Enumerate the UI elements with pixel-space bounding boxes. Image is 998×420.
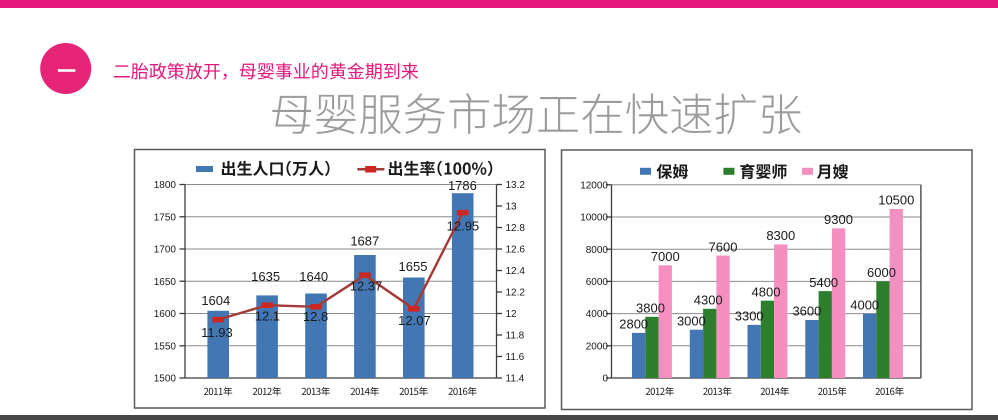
svg-text:1786: 1786 <box>448 178 477 193</box>
svg-text:4800: 4800 <box>752 284 781 299</box>
svg-text:12.07: 12.07 <box>398 313 431 328</box>
svg-text:5400: 5400 <box>809 275 838 290</box>
svg-text:7600: 7600 <box>709 239 738 254</box>
svg-text:7000: 7000 <box>651 249 680 264</box>
svg-text:13.2: 13.2 <box>506 180 526 191</box>
svg-text:1650: 1650 <box>154 277 177 288</box>
svg-text:6000: 6000 <box>867 265 896 280</box>
svg-text:0: 0 <box>602 374 608 385</box>
svg-text:12.95: 12.95 <box>447 219 480 234</box>
svg-text:10000: 10000 <box>580 213 608 224</box>
svg-text:13: 13 <box>506 202 518 213</box>
svg-text:1655: 1655 <box>399 259 428 274</box>
svg-text:11.8: 11.8 <box>506 331 525 342</box>
svg-text:12: 12 <box>506 309 518 320</box>
svg-text:11.93: 11.93 <box>201 325 233 340</box>
svg-text:11.6: 11.6 <box>506 352 525 363</box>
svg-text:11.4: 11.4 <box>506 374 525 385</box>
svg-text:1687: 1687 <box>350 234 379 249</box>
svg-text:10500: 10500 <box>878 193 914 208</box>
svg-text:12.8: 12.8 <box>506 223 526 234</box>
svg-text:12.1: 12.1 <box>255 308 280 323</box>
svg-text:6000: 6000 <box>586 277 609 288</box>
svg-text:1700: 1700 <box>154 245 177 256</box>
svg-text:12.6: 12.6 <box>506 245 526 256</box>
svg-text:1800: 1800 <box>154 180 177 191</box>
svg-text:1550: 1550 <box>154 341 177 352</box>
svg-text:12000: 12000 <box>580 180 608 191</box>
svg-text:12.4: 12.4 <box>506 266 526 277</box>
svg-text:12.8: 12.8 <box>303 309 328 324</box>
svg-text:3000: 3000 <box>677 313 706 328</box>
svg-text:12.2: 12.2 <box>506 288 526 299</box>
svg-text:1640: 1640 <box>299 269 328 284</box>
svg-text:4000: 4000 <box>850 297 879 312</box>
svg-text:2000: 2000 <box>586 341 609 352</box>
svg-text:1500: 1500 <box>154 374 177 385</box>
svg-text:1600: 1600 <box>154 309 177 320</box>
svg-text:3600: 3600 <box>792 304 821 319</box>
svg-text:4300: 4300 <box>694 293 723 308</box>
svg-text:3800: 3800 <box>636 301 665 316</box>
svg-text:1635: 1635 <box>251 269 280 284</box>
svg-text:1604: 1604 <box>201 293 230 308</box>
svg-text:8000: 8000 <box>586 245 609 256</box>
svg-text:8300: 8300 <box>766 228 795 243</box>
svg-text:4000: 4000 <box>586 309 609 320</box>
svg-text:12.37: 12.37 <box>350 279 383 294</box>
svg-text:1750: 1750 <box>154 212 177 223</box>
svg-text:2800: 2800 <box>619 317 648 332</box>
svg-text:3300: 3300 <box>735 309 764 324</box>
svg-text:9300: 9300 <box>824 212 853 227</box>
